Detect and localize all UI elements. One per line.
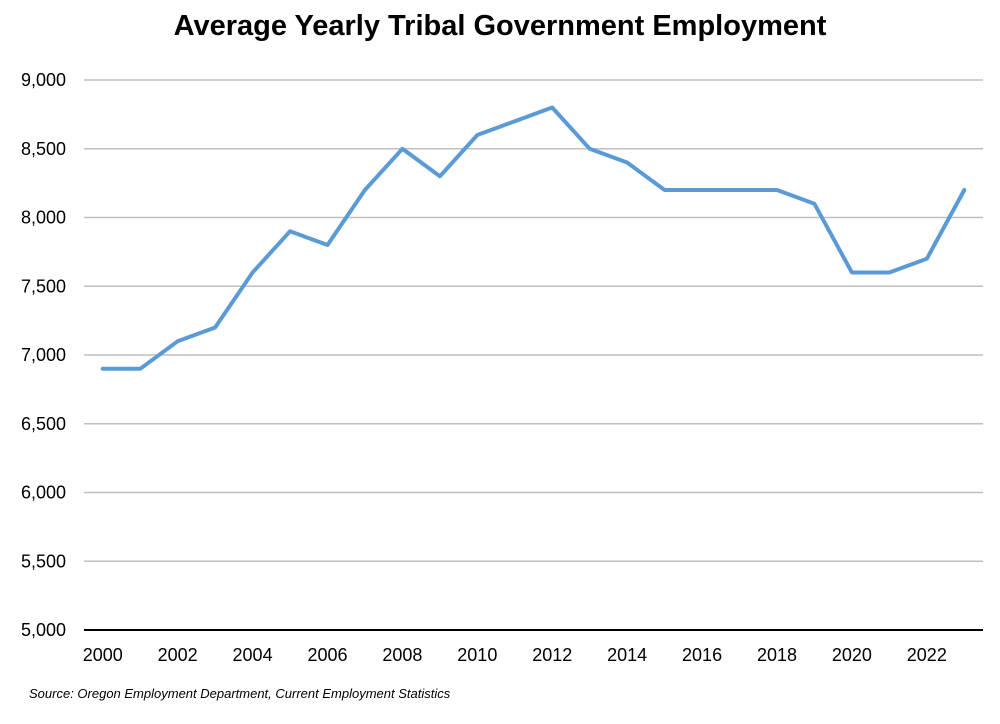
y-tick-label: 5,500 — [21, 551, 66, 571]
data-point — [138, 367, 142, 371]
data-point — [700, 188, 704, 192]
y-tick-label: 6,000 — [21, 483, 66, 503]
data-point — [850, 271, 854, 275]
data-point — [775, 188, 779, 192]
series-line — [100, 105, 967, 371]
data-point — [213, 326, 217, 330]
x-tick-label: 2018 — [757, 645, 797, 665]
x-tick-label: 2006 — [307, 645, 347, 665]
y-tick-label: 7,000 — [21, 345, 66, 365]
data-point — [812, 202, 816, 206]
y-tick-label: 7,500 — [21, 276, 66, 296]
x-tick-label: 2020 — [832, 645, 872, 665]
y-tick-label: 8,000 — [21, 208, 66, 228]
x-tick-label: 2008 — [382, 645, 422, 665]
source-note: Source: Oregon Employment Department, Cu… — [29, 686, 451, 701]
gridlines — [84, 79, 983, 562]
data-point — [475, 133, 479, 137]
data-point — [550, 106, 554, 110]
data-point — [363, 188, 367, 192]
x-tick-label: 2022 — [907, 645, 947, 665]
x-tick-label: 2004 — [233, 645, 273, 665]
data-point — [663, 188, 667, 192]
data-point — [962, 188, 966, 192]
data-point — [887, 271, 891, 275]
data-point — [925, 257, 929, 261]
data-point — [588, 147, 592, 151]
data-point — [513, 119, 517, 123]
x-tick-label: 2000 — [83, 645, 123, 665]
data-point — [400, 147, 404, 151]
axes: 5,000 5,500 6,000 6,500 7,000 7,500 8,000 8,500… — [21, 70, 983, 665]
data-point — [288, 229, 292, 233]
x-tick-label: 2012 — [532, 645, 572, 665]
data-point — [101, 367, 105, 371]
y-tick-label: 8,500 — [21, 139, 66, 159]
data-point — [251, 271, 255, 275]
data-point — [738, 188, 742, 192]
x-tick-label: 2014 — [607, 645, 647, 665]
y-tick-label: 9,000 — [21, 70, 66, 90]
x-tick-label: 2016 — [682, 645, 722, 665]
data-point — [625, 161, 629, 165]
series-layer — [100, 105, 967, 371]
data-point — [325, 243, 329, 247]
x-tick-label: 2002 — [158, 645, 198, 665]
data-point — [176, 339, 180, 343]
y-tick-label: 5,000 — [21, 620, 66, 640]
x-tick-label: 2010 — [457, 645, 497, 665]
chart-title: Average Yearly Tribal Government Employm… — [173, 10, 827, 42]
data-point — [438, 174, 442, 178]
y-tick-label: 6,500 — [21, 414, 66, 434]
